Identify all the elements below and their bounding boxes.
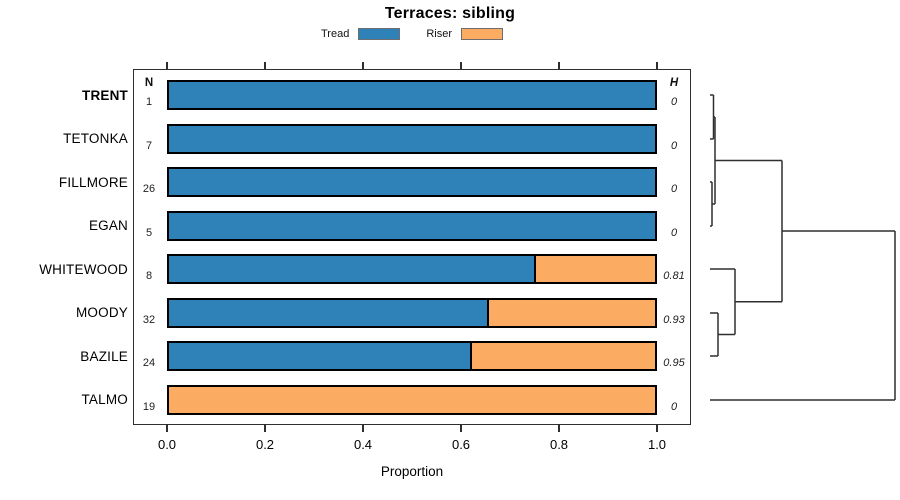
stacked-bar — [167, 80, 657, 110]
h-value: 0.95 — [663, 357, 685, 370]
stacked-bar — [167, 297, 657, 328]
axis-tick-top — [656, 62, 658, 69]
bar-segment-riser — [470, 343, 655, 370]
bar-segment-riser — [487, 299, 655, 326]
bar-segment-riser — [169, 386, 655, 413]
category-label: MOODY — [75, 305, 128, 321]
bar-segment-tread — [169, 299, 488, 326]
axis-tick-top — [460, 62, 462, 69]
plot-frame — [133, 69, 691, 425]
h-value: 0 — [670, 139, 678, 152]
legend-item: Tread — [321, 28, 401, 40]
legend-swatch-tread — [358, 28, 401, 40]
axis-tick-top — [166, 62, 168, 69]
n-value: 32 — [142, 313, 156, 326]
axis-tick-label: 1.0 — [647, 437, 667, 452]
stacked-bar — [167, 123, 657, 154]
stacked-bar — [167, 341, 657, 372]
stacked-bar — [167, 210, 657, 241]
axis-tick-bottom — [558, 425, 560, 432]
category-label: TRENT — [82, 87, 128, 103]
h-value: 0.81 — [663, 270, 685, 283]
category-label: TETONKA — [63, 131, 128, 147]
n-value: 19 — [142, 400, 156, 413]
axis-tick-bottom — [264, 425, 266, 432]
stacked-bar — [167, 384, 657, 415]
axis-tick-label: 0.2 — [255, 437, 275, 452]
legend-label-riser: Riser — [426, 28, 452, 40]
dendrogram — [710, 94, 896, 401]
category-label: EGAN — [88, 218, 128, 234]
bar-segment-tread — [169, 256, 534, 283]
bar-segment-tread — [169, 82, 655, 108]
legend-swatch-riser — [461, 28, 503, 40]
legend-item: Riser — [426, 28, 503, 40]
x-axis-label: Proportion — [380, 464, 444, 479]
axis-tick-label: 0.8 — [549, 437, 569, 452]
axis-tick-top — [362, 62, 364, 69]
axis-tick-bottom — [460, 425, 462, 432]
axis-tick-top — [558, 62, 560, 69]
bar-segment-riser — [533, 256, 655, 283]
n-column-header: N — [144, 77, 154, 89]
axis-tick-label: 0.6 — [451, 437, 471, 452]
axis-tick-bottom — [166, 425, 168, 432]
h-value: 0 — [670, 96, 678, 108]
bar-segment-tread — [169, 343, 471, 370]
n-value: 26 — [142, 183, 156, 196]
chart-title: Terraces: sibling — [384, 5, 516, 22]
n-value: 7 — [145, 139, 153, 152]
h-value: 0.93 — [663, 313, 685, 326]
legend-label-tread: Tread — [321, 28, 350, 40]
h-column-header: H — [669, 77, 679, 89]
n-value: 5 — [145, 226, 153, 239]
stacked-bar — [167, 254, 657, 285]
axis-tick-label: 0.4 — [353, 437, 373, 452]
n-value: 24 — [142, 357, 156, 370]
axis-tick-bottom — [362, 425, 364, 432]
bar-segment-tread — [169, 212, 655, 239]
h-value: 0 — [670, 226, 678, 239]
category-label: BAZILE — [80, 348, 128, 364]
bar-segment-tread — [169, 169, 655, 196]
legend: Tread Riser — [133, 26, 691, 42]
axis-tick-top — [264, 62, 266, 69]
bar-segment-tread — [169, 125, 655, 152]
h-value: 0 — [670, 400, 678, 413]
n-value: 8 — [145, 270, 153, 283]
h-value: 0 — [670, 183, 678, 196]
category-label: WHITEWOOD — [39, 261, 128, 277]
category-label: FILLMORE — [58, 174, 128, 190]
stacked-bar — [167, 167, 657, 198]
axis-tick-bottom — [656, 425, 658, 432]
axis-tick-label: 0.0 — [157, 437, 177, 452]
category-label: TALMO — [81, 392, 128, 408]
n-value: 1 — [145, 96, 153, 108]
